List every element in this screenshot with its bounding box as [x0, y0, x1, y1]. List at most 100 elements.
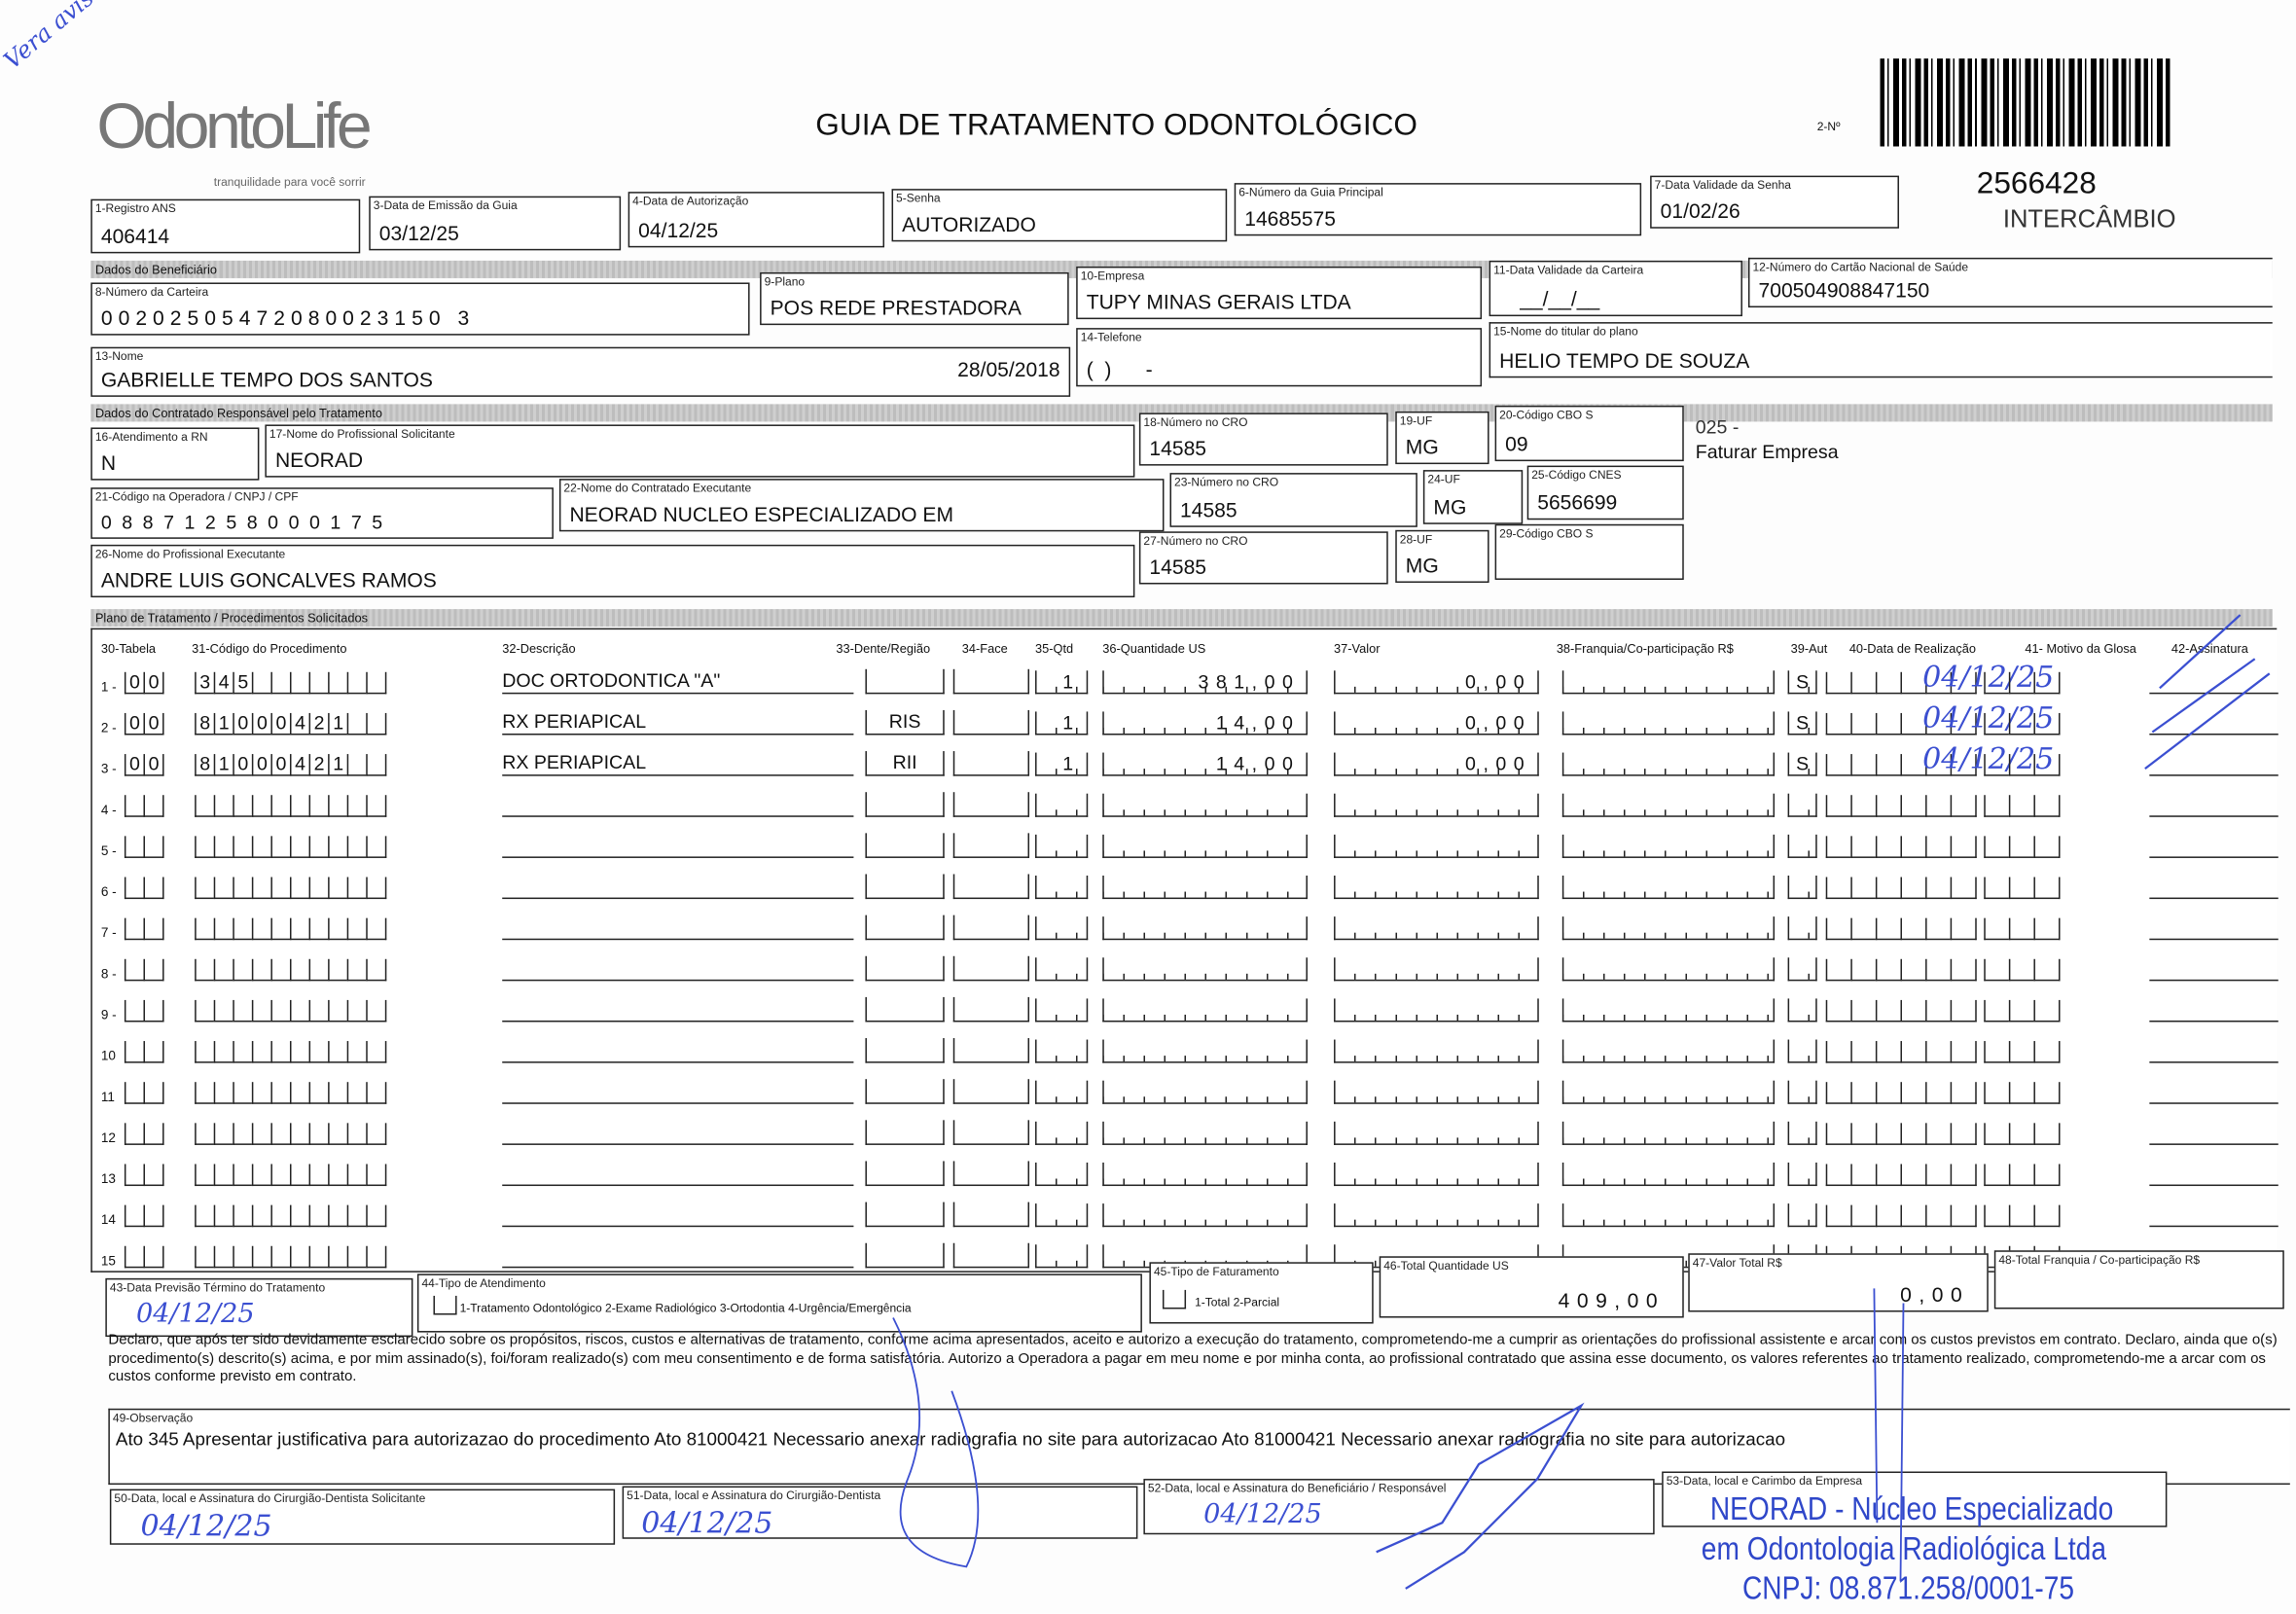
franquia-field[interactable]	[1561, 793, 1776, 817]
quantidade-us-field[interactable]: 14,00	[1102, 752, 1308, 776]
tabela-cells[interactable]	[124, 1245, 164, 1269]
motivo-glosa-cells[interactable]	[1984, 1082, 2061, 1104]
aut-field[interactable]: S	[1787, 670, 1817, 695]
quantidade-us-field[interactable]	[1102, 1203, 1308, 1228]
aut-field[interactable]: S	[1787, 752, 1817, 776]
aut-field[interactable]	[1787, 1203, 1817, 1228]
face-field[interactable]	[952, 1161, 1030, 1187]
qtd-field[interactable]	[1035, 998, 1089, 1022]
motivo-glosa-cells[interactable]	[1984, 958, 2061, 982]
aut-field[interactable]	[1787, 916, 1817, 941]
motivo-glosa-cells[interactable]	[1984, 1123, 2061, 1145]
dente-field[interactable]	[865, 792, 945, 817]
tipo-faturamento-checkbox[interactable]	[1162, 1289, 1187, 1309]
tabela-cells[interactable]	[124, 836, 164, 858]
descricao-field[interactable]	[502, 1079, 854, 1104]
valor-field[interactable]	[1334, 834, 1539, 858]
assinatura-field[interactable]	[2149, 1120, 2278, 1145]
data-realizacao-cells[interactable]	[1825, 795, 1977, 817]
assinatura-field[interactable]	[2149, 710, 2278, 735]
tabela-cells[interactable]	[124, 958, 164, 982]
codigo-cells[interactable]	[195, 917, 387, 941]
data-realizacao-cells[interactable]	[1825, 1041, 1977, 1063]
motivo-glosa-cells[interactable]	[1984, 1204, 2061, 1228]
tabela-cells[interactable]	[124, 1041, 164, 1063]
valor-field[interactable]	[1334, 1080, 1539, 1104]
face-field[interactable]	[952, 792, 1030, 817]
quantidade-us-field[interactable]	[1102, 957, 1308, 982]
motivo-glosa-cells[interactable]	[1984, 754, 2061, 776]
aut-field[interactable]	[1787, 957, 1817, 982]
aut-field[interactable]	[1787, 834, 1817, 858]
data-realizacao-cells[interactable]	[1825, 958, 1977, 982]
data-realizacao-cells[interactable]	[1825, 712, 1977, 735]
dente-field[interactable]	[865, 668, 945, 695]
qtd-field[interactable]	[1035, 1162, 1089, 1187]
face-field[interactable]	[952, 709, 1030, 735]
data-realizacao-cells[interactable]	[1825, 999, 1977, 1022]
motivo-glosa-cells[interactable]	[1984, 836, 2061, 858]
assinatura-field[interactable]	[2149, 997, 2278, 1022]
franquia-field[interactable]	[1561, 834, 1776, 858]
quantidade-us-field[interactable]	[1102, 875, 1308, 900]
qtd-field[interactable]	[1035, 1244, 1089, 1269]
descricao-field[interactable]	[502, 915, 854, 941]
tabela-cells[interactable]	[124, 1082, 164, 1104]
codigo-cells[interactable]	[195, 999, 387, 1022]
quantidade-us-field[interactable]	[1102, 998, 1308, 1022]
tabela-cells[interactable]	[124, 1123, 164, 1145]
dente-field[interactable]: RII	[865, 751, 945, 776]
face-field[interactable]	[952, 874, 1030, 900]
dente-field[interactable]	[865, 833, 945, 858]
valor-field[interactable]	[1334, 998, 1539, 1022]
valor-field[interactable]	[1334, 1162, 1539, 1187]
franquia-field[interactable]	[1561, 752, 1776, 776]
assinatura-field[interactable]	[2149, 956, 2278, 982]
franquia-field[interactable]	[1561, 711, 1776, 735]
data-realizacao-cells[interactable]	[1825, 1123, 1977, 1145]
franquia-field[interactable]	[1561, 1080, 1776, 1104]
dente-field[interactable]	[865, 1038, 945, 1063]
face-field[interactable]	[952, 668, 1030, 695]
quantidade-us-field[interactable]: 14,00	[1102, 711, 1308, 735]
codigo-cells[interactable]	[195, 836, 387, 858]
valor-field[interactable]	[1334, 1121, 1539, 1145]
descricao-field[interactable]: RX PERIAPICAL	[502, 751, 854, 776]
face-field[interactable]	[952, 915, 1030, 941]
quantidade-us-field[interactable]	[1102, 834, 1308, 858]
aut-field[interactable]	[1787, 793, 1817, 817]
motivo-glosa-cells[interactable]	[1984, 1164, 2061, 1187]
motivo-glosa-cells[interactable]	[1984, 999, 2061, 1022]
qtd-field[interactable]: 1	[1035, 752, 1089, 776]
franquia-field[interactable]	[1561, 875, 1776, 900]
quantidade-us-field[interactable]	[1102, 1080, 1308, 1104]
aut-field[interactable]	[1787, 875, 1817, 900]
data-realizacao-cells[interactable]	[1825, 917, 1977, 941]
tabela-cells[interactable]	[124, 1164, 164, 1187]
assinatura-field[interactable]	[2149, 1202, 2278, 1228]
codigo-cells[interactable]	[195, 1041, 387, 1063]
codigo-cells[interactable]	[195, 1245, 387, 1269]
valor-field[interactable]	[1334, 957, 1539, 982]
tipo-atendimento-checkbox[interactable]	[433, 1295, 457, 1315]
valor-field[interactable]: 0,00	[1334, 670, 1539, 695]
tabela-cells[interactable]	[124, 917, 164, 941]
motivo-glosa-cells[interactable]	[1984, 877, 2061, 900]
face-field[interactable]	[952, 1120, 1030, 1145]
dente-field[interactable]	[865, 915, 945, 941]
codigo-cells[interactable]	[195, 795, 387, 817]
descricao-field[interactable]	[502, 1038, 854, 1063]
valor-field[interactable]	[1334, 1203, 1539, 1228]
qtd-field[interactable]	[1035, 1121, 1089, 1145]
dente-field[interactable]	[865, 1161, 945, 1187]
dente-field[interactable]	[865, 955, 945, 982]
codigo-cells[interactable]	[195, 958, 387, 982]
data-realizacao-cells[interactable]	[1825, 836, 1977, 858]
franquia-field[interactable]	[1561, 916, 1776, 941]
descricao-field[interactable]	[502, 1161, 854, 1187]
data-realizacao-cells[interactable]	[1825, 877, 1977, 900]
data-realizacao-cells[interactable]	[1825, 1164, 1977, 1187]
dente-field[interactable]	[865, 996, 945, 1022]
